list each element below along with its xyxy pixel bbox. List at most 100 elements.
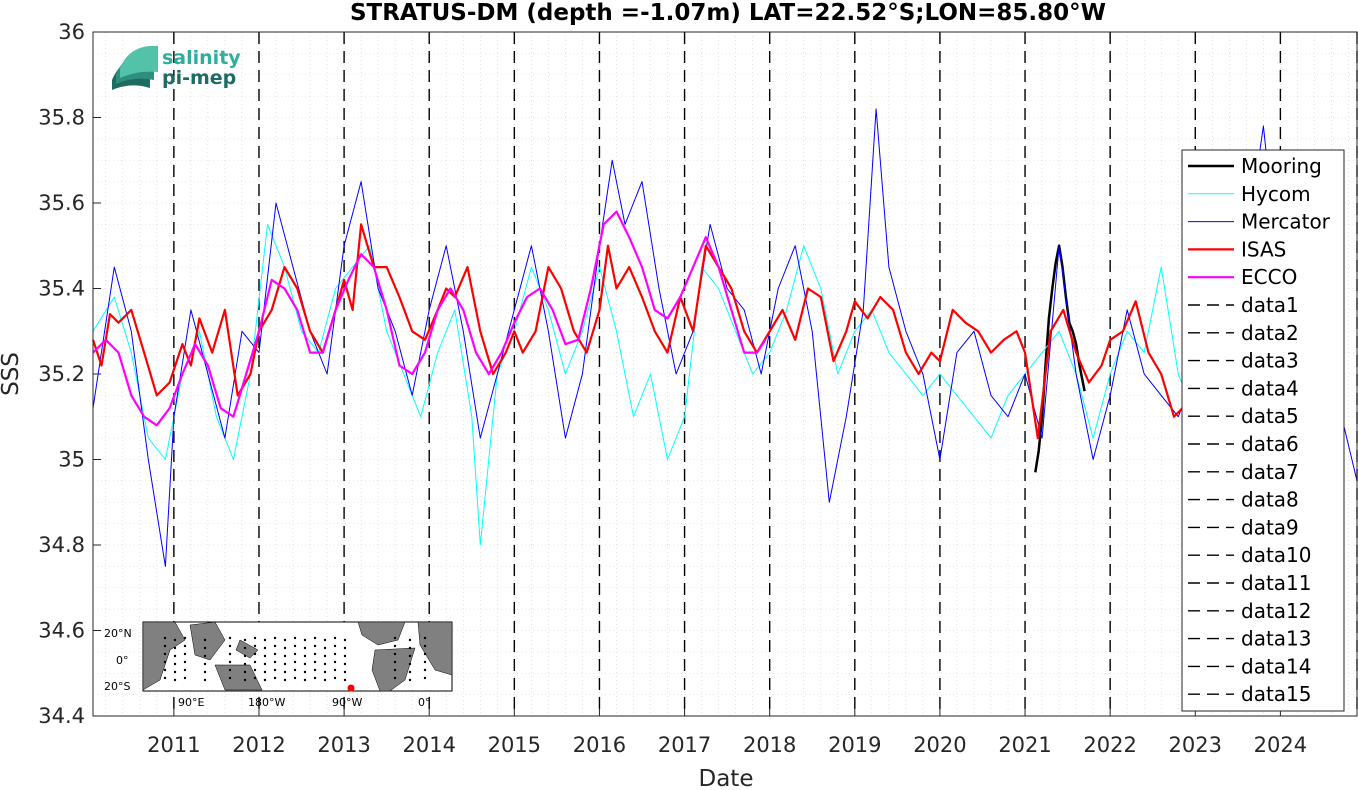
x-tick-label: 2023 [1169, 733, 1222, 757]
inset-lat-label-2: 0° [116, 654, 129, 667]
y-axis-label: SSS [0, 352, 24, 396]
inset-dot [283, 654, 287, 658]
x-tick-label: 2021 [998, 733, 1051, 757]
legend-entry: data7 [1241, 460, 1299, 484]
inset-dot [323, 654, 327, 658]
inset-dot [423, 644, 427, 648]
inset-dot [203, 638, 207, 642]
inset-dot [173, 678, 177, 682]
legend-entry: data3 [1241, 349, 1299, 373]
legend-entry: data5 [1241, 404, 1299, 428]
inset-dot [183, 652, 187, 656]
inset-dot [183, 676, 187, 680]
x-tick-label: 2019 [828, 733, 881, 757]
inset-dot [423, 676, 427, 680]
inset-dot [323, 678, 327, 682]
legend-entry: data15 [1241, 682, 1312, 706]
logo-waves-icon [112, 45, 158, 90]
inset-dot [408, 678, 412, 682]
inset-dot [273, 652, 277, 656]
x-axis: 2011 2012 2013 2014 2015 2016 2017 2018 2019 2020… [147, 708, 1307, 757]
inset-dot [283, 670, 287, 674]
inset-dot [293, 652, 297, 656]
inset-dot [293, 644, 297, 648]
x-tick-label: 2022 [1083, 733, 1136, 757]
inset-dot [203, 662, 207, 666]
inset-dot [408, 646, 412, 650]
series-line-hycom [92, 223, 1196, 546]
x-tick-label: 2014 [402, 733, 455, 757]
legend-entry: data10 [1241, 543, 1312, 567]
inset-lon-label-3: 90°W [332, 696, 362, 709]
inset-dot [263, 646, 267, 650]
legend-entry: data6 [1241, 432, 1299, 456]
inset-dot [423, 668, 427, 672]
inset-dot [228, 676, 232, 680]
inset-dot [283, 646, 287, 650]
x-tick-label: 2011 [147, 733, 200, 757]
inset-dot [333, 636, 337, 640]
inset-dot [293, 676, 297, 680]
y-tick-label: 36 [58, 20, 85, 44]
x-axis-label: Date [699, 766, 754, 790]
inset-dot [228, 668, 232, 672]
inset-dot [273, 644, 277, 648]
inset-dot [408, 662, 412, 666]
inset-dot [303, 646, 307, 650]
inset-dot [253, 676, 257, 680]
inset-dot [333, 676, 337, 680]
inset-dot [203, 654, 207, 658]
legend-entry: Mercator [1241, 210, 1331, 234]
inset-dot [343, 670, 347, 674]
y-tick-label: 35.4 [38, 277, 85, 301]
y-tick-label: 35.8 [38, 106, 85, 130]
y-tick-label: 35.6 [38, 191, 85, 215]
legend-entry: data14 [1241, 654, 1312, 678]
y-tick-label: 34.4 [38, 704, 85, 728]
x-tick-label: 2015 [488, 733, 541, 757]
inset-dot [303, 638, 307, 642]
inset-dot [423, 636, 427, 640]
inset-dot [273, 660, 277, 664]
inset-dot [183, 644, 187, 648]
inset-dot [303, 654, 307, 658]
inset-dot [228, 644, 232, 648]
inset-dot [333, 668, 337, 672]
inset-dot [293, 668, 297, 672]
inset-dot [243, 638, 247, 642]
inset-dot [313, 644, 317, 648]
inset-dot [273, 636, 277, 640]
inset-dot [203, 646, 207, 650]
legend-entry: data8 [1241, 488, 1299, 512]
inset-dot [313, 668, 317, 672]
inset-dot [253, 668, 257, 672]
inset-dot [243, 646, 247, 650]
y-tick-label: 34.6 [38, 619, 85, 643]
inset-dot [253, 636, 257, 640]
inset-dot [293, 660, 297, 664]
inset-dot [333, 652, 337, 656]
inset-dot [333, 660, 337, 664]
inset-dot [333, 644, 337, 648]
inset-dot [393, 652, 397, 656]
inset-dot [173, 662, 177, 666]
legend-entry: Mooring [1241, 154, 1322, 178]
inset-dot [343, 646, 347, 650]
inset-dot [183, 668, 187, 672]
inset-dot [393, 668, 397, 672]
inset-dot [163, 652, 167, 656]
legend-entry: data13 [1241, 627, 1312, 651]
series-line-ecco [92, 210, 767, 427]
inset-dot [203, 670, 207, 674]
inset-dot [203, 678, 207, 682]
inset-lat-label-1: 20°N [104, 627, 132, 640]
inset-dot [163, 676, 167, 680]
inset-dot [283, 638, 287, 642]
inset-lon-label-2: 180°W [248, 696, 285, 709]
series-line-isas [91, 223, 1184, 440]
grid [93, 31, 1357, 717]
legend-entry: data1 [1241, 293, 1299, 317]
inset-dot [393, 660, 397, 664]
x-tick-label: 2012 [232, 733, 285, 757]
logo-line2: pi-mep [162, 67, 236, 89]
